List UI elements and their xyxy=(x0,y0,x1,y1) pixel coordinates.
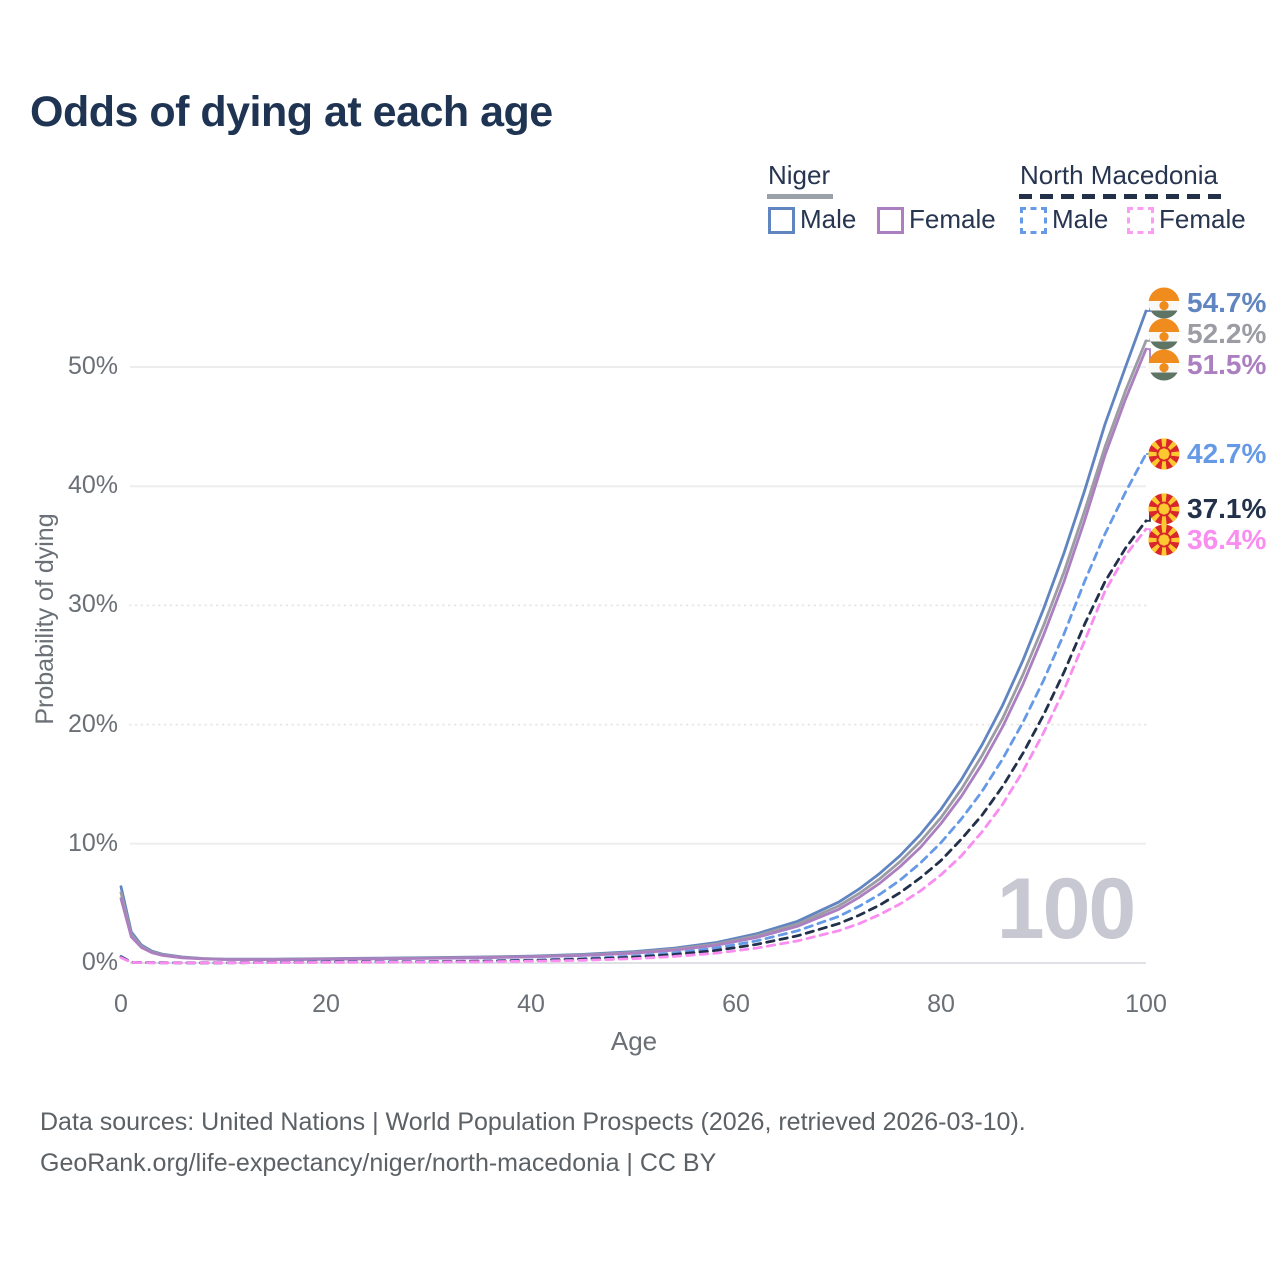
niger-flag-icon xyxy=(1148,287,1180,319)
north-macedonia-flag-icon xyxy=(1148,493,1180,526)
series-line-niger-female xyxy=(119,347,1148,962)
x-tick-100: 100 xyxy=(1125,990,1167,1018)
x-tick-80: 80 xyxy=(927,990,955,1018)
end-value-north-macedonia-both: 37.1% xyxy=(1187,493,1267,525)
series-line-niger-male xyxy=(119,309,1148,961)
legend-swatch-niger-female[interactable] xyxy=(877,207,904,234)
x-tick-60: 60 xyxy=(722,990,750,1018)
legend-swatch-niger-male[interactable] xyxy=(768,207,795,234)
y-tick-0%: 0% xyxy=(81,948,118,976)
end-label-niger-female: 51.5% xyxy=(1148,349,1266,381)
footer-attribution-url: GeoRank.org/life-expectancy/niger/north-… xyxy=(40,1149,717,1177)
legend-underline-north-macedonia-dashed xyxy=(1019,194,1221,199)
end-label-niger-both: 52.2% xyxy=(1148,318,1266,350)
legend-country-north-macedonia: North Macedonia xyxy=(1020,160,1218,190)
age-watermark: 100 xyxy=(996,861,1137,957)
end-label-north-macedonia-female: 36.4% xyxy=(1148,524,1267,557)
north-macedonia-flag-icon xyxy=(1148,438,1180,470)
end-label-niger-male: 54.7% xyxy=(1148,287,1266,319)
end-label-north-macedonia-male: 42.7% xyxy=(1148,438,1266,470)
end-value-niger-both: 52.2% xyxy=(1187,317,1267,349)
footer-data-sources: Data sources: United Nations | World Pop… xyxy=(40,1108,1026,1136)
end-value-niger-female: 51.5% xyxy=(1187,348,1267,380)
x-tick-0: 0 xyxy=(114,990,128,1018)
legend-label-north-macedonia-female[interactable]: Female xyxy=(1159,204,1246,234)
end-label-north-macedonia-both: 37.1% xyxy=(1148,493,1267,526)
niger-flag-icon xyxy=(1148,349,1180,381)
end-value-niger-male: 54.7% xyxy=(1187,286,1267,318)
legend-label-niger-male[interactable]: Male xyxy=(800,204,857,234)
end-value-north-macedonia-female: 36.4% xyxy=(1187,524,1267,556)
y-tick-20%: 20% xyxy=(67,709,118,738)
legend-swatch-north-macedonia-male[interactable] xyxy=(1020,207,1047,234)
end-value-north-macedonia-male: 42.7% xyxy=(1187,438,1267,470)
legend-label-north-macedonia-male[interactable]: Male xyxy=(1052,204,1109,234)
niger-flag-icon xyxy=(1148,318,1180,350)
x-tick-20: 20 xyxy=(312,990,340,1018)
legend-swatch-north-macedonia-female[interactable] xyxy=(1127,207,1154,234)
north-macedonia-flag-icon xyxy=(1148,524,1180,557)
x-tick-40: 40 xyxy=(517,990,545,1018)
series-line-north-macedonia-female xyxy=(119,527,1148,965)
legend-country-niger: Niger xyxy=(768,160,831,190)
y-tick-50%: 50% xyxy=(67,352,118,380)
y-tick-30%: 30% xyxy=(67,590,118,619)
legend-label-niger-female[interactable]: Female xyxy=(909,204,996,234)
chart-title: Odds of dying at each age xyxy=(30,88,553,136)
y-tick-10%: 10% xyxy=(67,828,118,857)
legend-underline-niger-solid xyxy=(767,194,833,199)
y-tick-40%: 40% xyxy=(67,471,118,500)
x-axis-title: Age xyxy=(610,1026,658,1056)
